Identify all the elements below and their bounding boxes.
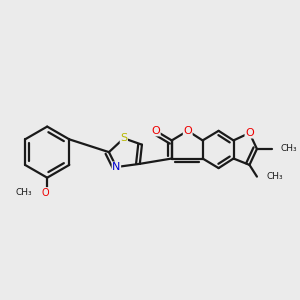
Text: CH₃: CH₃ — [16, 188, 32, 197]
Text: O: O — [152, 126, 160, 136]
Text: O: O — [245, 128, 254, 138]
Text: CH₃: CH₃ — [266, 172, 283, 181]
Text: S: S — [120, 133, 128, 143]
Text: CH₃: CH₃ — [280, 144, 297, 153]
Text: O: O — [41, 188, 49, 198]
Text: O: O — [183, 126, 192, 136]
Text: N: N — [112, 162, 121, 172]
